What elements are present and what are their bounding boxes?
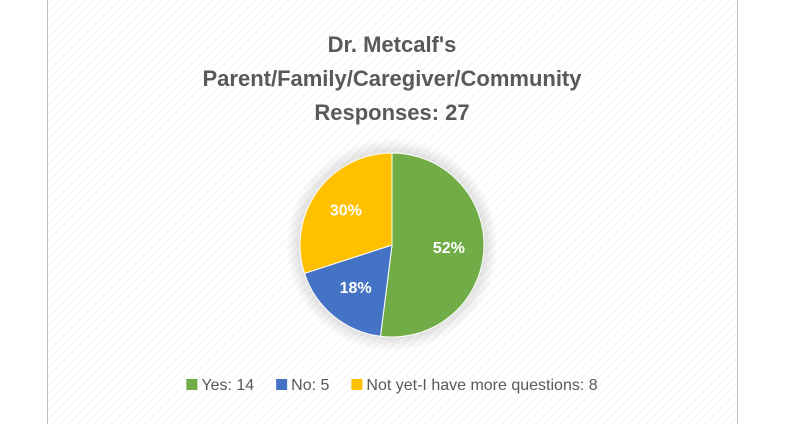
legend-swatch [276,379,288,390]
legend-label: Yes: 14 [201,377,254,394]
legend-label: Not yet-I have more questions: 8 [366,377,597,394]
legend-swatch [186,379,198,390]
data-label: 30% [330,203,362,220]
data-label: 18% [340,280,372,297]
pie-slice [379,152,485,338]
chart-title: Dr. Metcalf's [328,32,457,57]
chart-title: Responses: 27 [314,100,469,125]
pie-slice [303,244,393,337]
legend-label: No: 5 [291,377,329,394]
data-label: 52% [433,240,465,257]
legend-swatch [351,379,363,390]
pie-slice [299,152,393,275]
chart-title: Parent/Family/Caregiver/Community [202,66,582,91]
